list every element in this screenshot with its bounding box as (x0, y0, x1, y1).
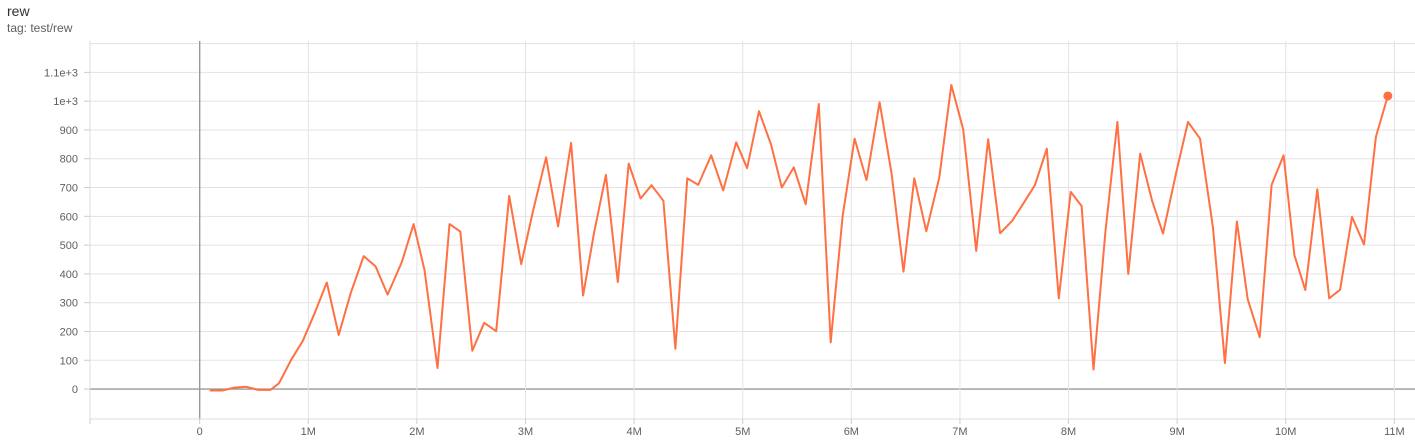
y-tick-label: 200 (60, 326, 78, 338)
x-tick-label: 7M (952, 426, 967, 438)
y-tick-label: 600 (60, 211, 78, 223)
series-end-dot[interactable] (1383, 91, 1393, 101)
x-tick-label: 3M (518, 426, 533, 438)
x-tick-label: 11M (1384, 426, 1405, 438)
y-tick-label: 900 (60, 125, 78, 137)
x-tick-label: 9M (1170, 426, 1185, 438)
chart-header: rew tag: test/rew (7, 3, 72, 36)
x-tick-label: 8M (1061, 426, 1076, 438)
x-tick-label: 5M (735, 426, 750, 438)
series-line-test/rew[interactable] (209, 84, 1389, 392)
y-tick-label: 300 (60, 298, 78, 310)
x-tick-label: 10M (1275, 426, 1296, 438)
x-tick-label: 4M (626, 426, 641, 438)
y-tick-label: 1.1e+3 (44, 67, 78, 79)
y-tick-label: 800 (60, 154, 78, 166)
y-tick-label: 0 (72, 384, 78, 396)
x-tick-label: 1M (301, 426, 316, 438)
chart-tag-subtitle: tag: test/rew (7, 20, 73, 35)
y-tick-label: 1e+3 (53, 96, 78, 108)
y-tick-label: 100 (60, 355, 78, 367)
y-tick-label: 500 (60, 240, 78, 252)
y-tick-label: 700 (60, 183, 78, 195)
x-tick-label: 2M (409, 426, 424, 438)
x-tick-label: 0 (197, 426, 203, 438)
y-tick-label: 400 (60, 269, 78, 281)
chart-title: rew (7, 3, 30, 19)
x-tick-label: 6M (844, 426, 859, 438)
